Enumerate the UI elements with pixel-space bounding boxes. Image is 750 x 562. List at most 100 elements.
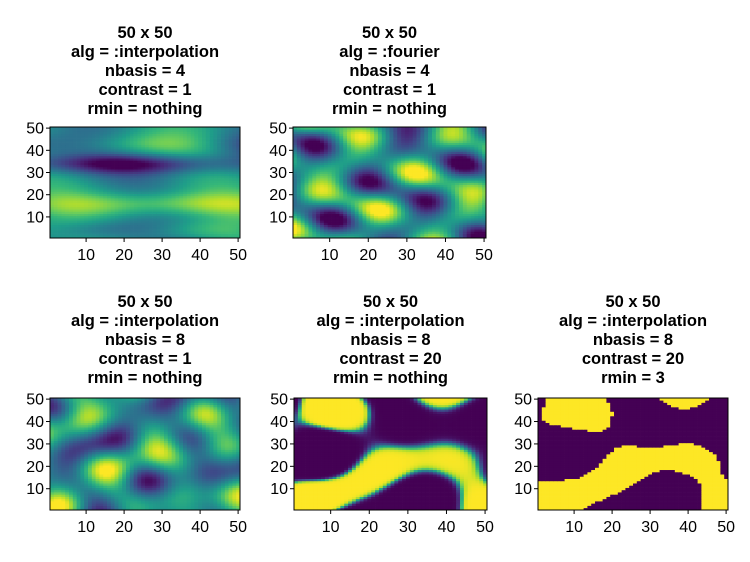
- heatmap-cell: [221, 138, 226, 141]
- heatmap-cell: [80, 189, 85, 192]
- heatmap-cell: [428, 160, 433, 163]
- heatmap-cell: [300, 193, 305, 197]
- heatmap-cell: [183, 151, 188, 154]
- heatmap-cell: [443, 155, 448, 159]
- heatmap-cell: [300, 146, 305, 150]
- heatmap-cell: [57, 222, 62, 226]
- heatmap-cell: [91, 164, 96, 168]
- heatmap-cell: [362, 171, 367, 174]
- heatmap-cell: [91, 149, 96, 152]
- heatmap-cell: [160, 133, 165, 137]
- heatmap-cell: [443, 213, 448, 217]
- heatmap-cell: [61, 235, 66, 239]
- heatmap-cell: [50, 193, 55, 197]
- heatmap-cell: [213, 166, 218, 170]
- heatmap-cell: [107, 186, 112, 190]
- heatmap-cell: [404, 178, 410, 181]
- heatmap-cell: [61, 135, 66, 139]
- heatmap-cell: [482, 222, 487, 226]
- heatmap-cell: [69, 162, 74, 166]
- heatmap-cell: [354, 146, 359, 150]
- heatmap-cell: [152, 220, 157, 223]
- heatmap-cell: [114, 215, 119, 219]
- heatmap-cell: [408, 235, 414, 239]
- heatmap-cell: [57, 186, 62, 190]
- heatmap-cell: [145, 151, 150, 154]
- heatmap-cell: [431, 224, 437, 228]
- heatmap-cell: [439, 129, 444, 132]
- heatmap-cell: [126, 186, 131, 190]
- heatmap-cell: [404, 140, 410, 143]
- heatmap-cell: [381, 200, 386, 203]
- heatmap-cell: [107, 198, 112, 201]
- heatmap-cell: [236, 231, 241, 234]
- heatmap-cell: [114, 191, 119, 194]
- heatmap-cell: [462, 146, 468, 150]
- heatmap-cell: [145, 213, 150, 217]
- heatmap-cell: [145, 182, 150, 186]
- heatmap-cell: [385, 175, 390, 179]
- heatmap-cell: [236, 131, 241, 135]
- heatmap-cell: [443, 149, 448, 152]
- heatmap-cell: [53, 135, 58, 139]
- heatmap-cell: [224, 182, 229, 186]
- heatmap-cell: [190, 195, 195, 199]
- heatmap-cell: [213, 182, 218, 186]
- heatmap-cell: [370, 166, 375, 170]
- heatmap-cell: [232, 171, 237, 174]
- heatmap-cell: [397, 193, 402, 197]
- heatmap-cell: [447, 173, 452, 177]
- heatmap-cell: [217, 235, 222, 239]
- heatmap-cell: [304, 215, 309, 219]
- heatmap-cell: [462, 189, 468, 192]
- heatmap-cell: [327, 204, 332, 208]
- heatmap-cell: [202, 166, 207, 170]
- heatmap-cell: [72, 129, 77, 132]
- heatmap-cell: [323, 149, 329, 152]
- heatmap-cell: [482, 182, 487, 186]
- heatmap-cell: [381, 178, 386, 181]
- heatmap-cell: [408, 178, 414, 181]
- heatmap-cell: [72, 144, 77, 148]
- heatmap-cell: [385, 155, 390, 159]
- heatmap-cell: [451, 222, 456, 226]
- heatmap-cell: [160, 209, 165, 212]
- heatmap-cell: [194, 178, 199, 181]
- heatmap-cell: [404, 180, 410, 183]
- heatmap-cell: [304, 138, 309, 141]
- heatmap-cell: [385, 129, 390, 132]
- heatmap-cell: [110, 180, 115, 183]
- subplot-title-line: rmin = nothing: [87, 100, 202, 118]
- heatmap-cell: [439, 200, 444, 203]
- heatmap-cell: [451, 131, 456, 135]
- heatmap-cell: [84, 133, 89, 137]
- heatmap-cell: [156, 222, 161, 226]
- heatmap-cell: [65, 224, 70, 228]
- heatmap-cell: [103, 131, 108, 135]
- heatmap-cell: [57, 202, 62, 206]
- heatmap-cell: [304, 175, 309, 179]
- heatmap-cell: [50, 218, 55, 221]
- heatmap-cell: [293, 202, 298, 206]
- heatmap-cell: [385, 186, 390, 190]
- heatmap-cell: [455, 178, 460, 181]
- heatmap-cell: [167, 218, 172, 221]
- heatmap-cell: [213, 173, 218, 177]
- heatmap-cell: [443, 171, 448, 174]
- heatmap-cell: [451, 213, 456, 217]
- heatmap-cell: [304, 151, 309, 154]
- heatmap-cell: [385, 215, 390, 219]
- heatmap-cell: [72, 186, 77, 190]
- heatmap-cell: [366, 222, 371, 226]
- heatmap-cell: [385, 182, 390, 186]
- heatmap-cell: [80, 211, 85, 214]
- heatmap-cell: [122, 140, 127, 143]
- heatmap-cell: [482, 155, 487, 159]
- heatmap-cell: [88, 202, 93, 206]
- heatmap-cell: [323, 235, 329, 239]
- heatmap-cell: [133, 127, 138, 130]
- heatmap-cell: [175, 218, 180, 221]
- heatmap-cell: [179, 171, 184, 174]
- heatmap-cell: [443, 178, 448, 181]
- heatmap-cell: [129, 158, 134, 161]
